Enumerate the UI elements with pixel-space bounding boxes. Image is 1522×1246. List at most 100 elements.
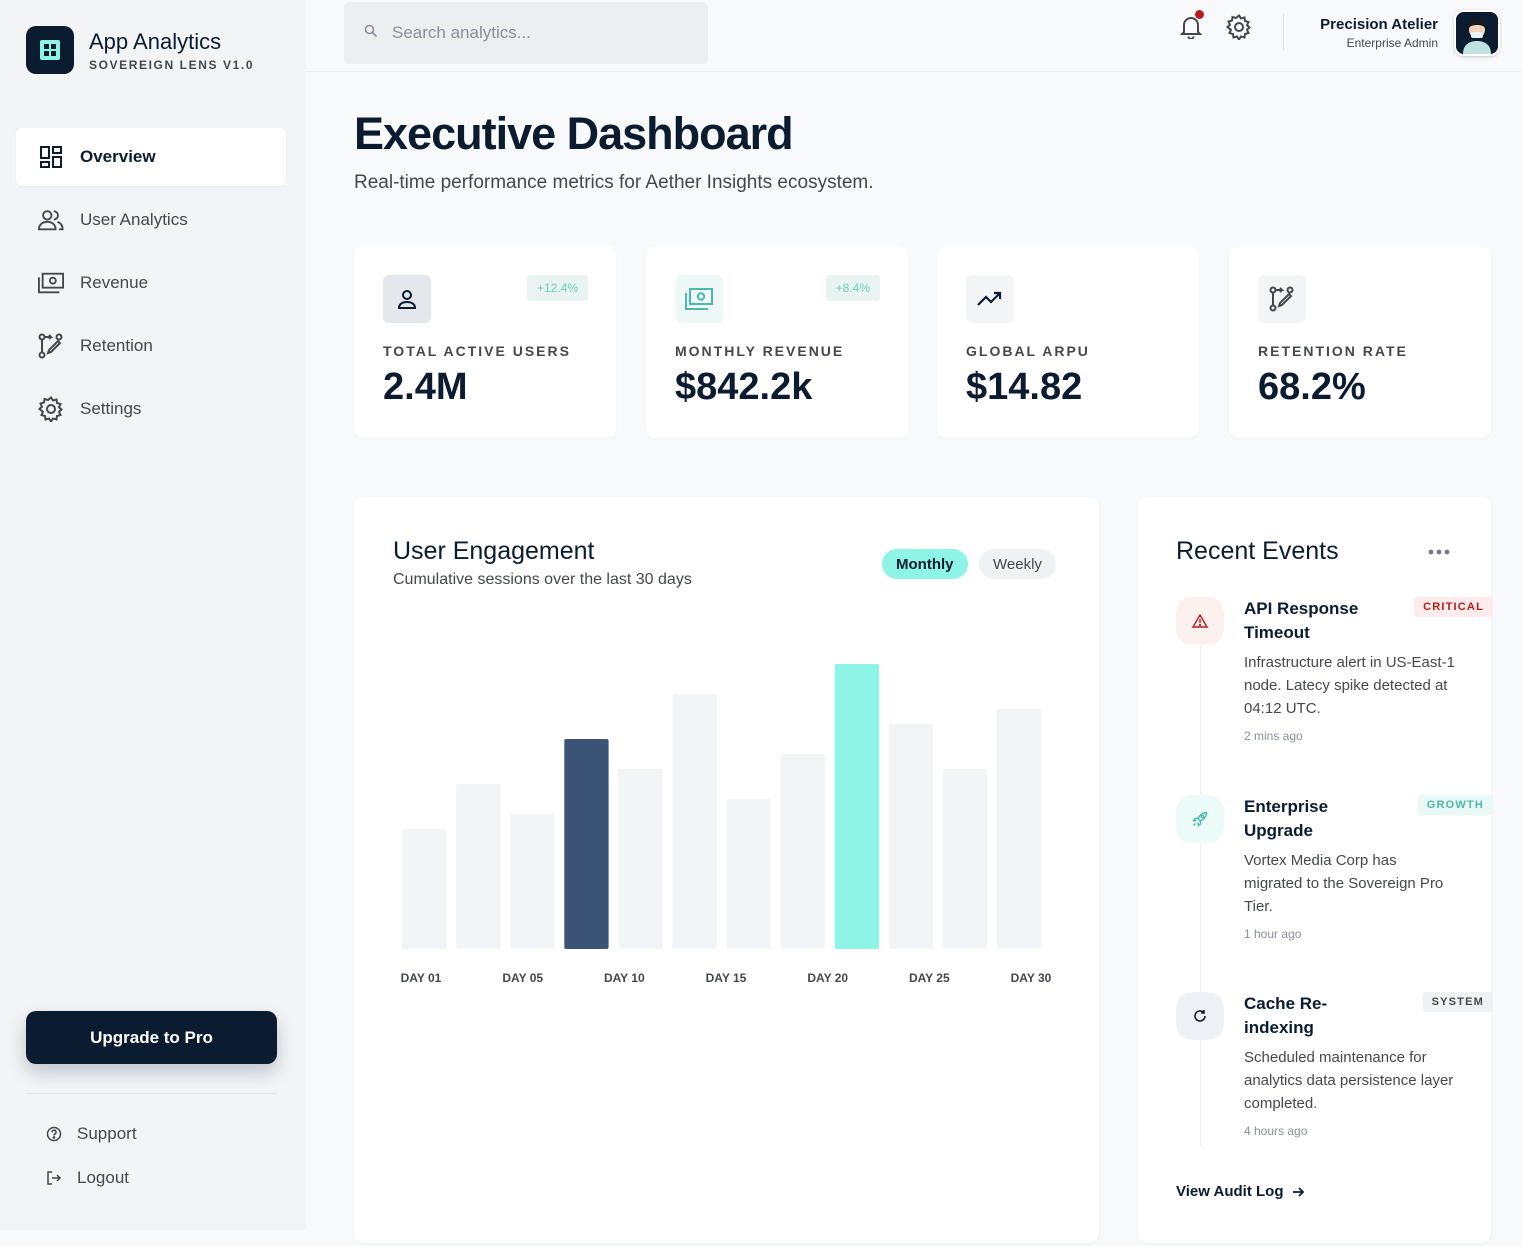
- kpi-value: $842.2k: [675, 366, 813, 408]
- dashboard-icon: [38, 144, 64, 170]
- user-name: Precision Atelier: [1320, 16, 1438, 33]
- route-icon: [38, 333, 64, 359]
- kpi-card-active-users[interactable]: +12.4% TOTAL ACTIVE USERS 2.4M: [354, 246, 616, 438]
- chart-bar[interactable]: [726, 799, 771, 949]
- kpi-card-global-arpu[interactable]: GLOBAL ARPU $14.82: [937, 246, 1199, 438]
- brand-subtitle: SOVEREIGN LENS V1.0: [89, 58, 255, 72]
- support-link[interactable]: Support: [46, 1124, 137, 1144]
- chart-title: User Engagement: [393, 537, 595, 565]
- sidebar-item-user-analytics[interactable]: User Analytics: [16, 191, 286, 249]
- kpi-value: 2.4M: [383, 366, 468, 408]
- user-engagement-card: User Engagement Cumulative sessions over…: [354, 497, 1099, 1243]
- sidebar-divider: [26, 1093, 277, 1094]
- warning-icon: [1176, 597, 1224, 645]
- x-tick-label: DAY 05: [502, 971, 543, 985]
- chart-bar[interactable]: [888, 724, 934, 949]
- search-bar[interactable]: [344, 2, 708, 64]
- more-horizontal-icon: [1428, 542, 1450, 560]
- user-role: Enterprise Admin: [1346, 36, 1438, 50]
- x-tick-label: DAY 01: [401, 971, 442, 985]
- event-title: API Response Timeout: [1244, 599, 1359, 642]
- kpi-change-badge: +12.4%: [526, 275, 588, 301]
- chart-bar[interactable]: [618, 769, 663, 949]
- user-info[interactable]: Precision Atelier Enterprise Admin: [1320, 16, 1438, 50]
- kpi-card-retention-rate[interactable]: RETENTION RATE 68.2%: [1229, 246, 1491, 438]
- kpi-value: $14.82: [966, 366, 1083, 408]
- sidebar-item-label: User Analytics: [80, 210, 188, 229]
- search-icon: [364, 24, 378, 43]
- users-icon: [38, 207, 64, 233]
- chart-bar[interactable]: [942, 769, 988, 949]
- page-title: Executive Dashboard: [354, 108, 794, 159]
- chart-bar[interactable]: [996, 709, 1042, 949]
- notifications-button[interactable]: [1177, 10, 1205, 44]
- chart-subtitle: Cumulative sessions over the last 30 day…: [393, 571, 692, 588]
- upgrade-to-pro-button[interactable]: Upgrade to Pro: [26, 1011, 277, 1064]
- kpi-card-monthly-revenue[interactable]: +8.4% MONTHLY REVENUE $842.2k: [646, 246, 908, 438]
- event-tag: GROWTH: [1417, 795, 1493, 815]
- trend-up-icon: [966, 275, 1014, 323]
- chart-bar[interactable]: [834, 664, 879, 949]
- x-tick-label: DAY 10: [604, 971, 645, 985]
- bell-icon: [1179, 15, 1203, 44]
- refresh-icon: [1176, 992, 1224, 1040]
- event-time: 2 mins ago: [1244, 729, 1303, 743]
- arrow-right-icon: [1292, 1186, 1305, 1198]
- timeline-line: [1200, 627, 1201, 1147]
- logout-label: Logout: [77, 1168, 129, 1187]
- sidebar-item-overview[interactable]: Overview: [16, 128, 286, 186]
- events-title: Recent Events: [1176, 537, 1339, 565]
- kpi-change-badge: +8.4%: [825, 275, 880, 301]
- x-tick-label: DAY 20: [807, 971, 848, 985]
- event-time: 4 hours ago: [1244, 1124, 1308, 1138]
- logout-link[interactable]: Logout: [46, 1168, 129, 1188]
- chart-bar[interactable]: [402, 829, 447, 949]
- brand-title: App Analytics: [89, 29, 222, 54]
- engagement-bar-chart: DAY 01 DAY 05 DAY 10 DAY 15 DAY 20 DAY 25 DAY …: [401, 664, 1052, 985]
- sidebar-item-label: Retention: [80, 336, 153, 355]
- gear-icon: [1225, 13, 1252, 45]
- event-title: Enterprise Upgrade: [1244, 797, 1329, 840]
- sidebar-item-label: Revenue: [80, 273, 149, 292]
- avatar[interactable]: [1454, 10, 1500, 56]
- gear-icon: [38, 396, 64, 422]
- audit-link-label: View Audit Log: [1176, 1183, 1284, 1200]
- event-time: 1 hour ago: [1244, 927, 1302, 941]
- search-input[interactable]: [392, 23, 692, 43]
- brand[interactable]: App Analytics SOVEREIGN LENS V1.0: [26, 26, 254, 74]
- toggle-monthly[interactable]: Monthly: [882, 549, 968, 579]
- person-icon: [383, 275, 431, 323]
- event-tag: SYSTEM: [1422, 992, 1493, 1012]
- kpi-label: RETENTION RATE: [1258, 343, 1408, 359]
- page-subtitle: Real-time performance metrics for Aether…: [354, 172, 874, 193]
- chart-bar[interactable]: [510, 814, 555, 949]
- event-description: Infrastructure alert in US-East-1 node. …: [1244, 654, 1455, 717]
- route-icon: [1258, 275, 1306, 323]
- kpi-value: 68.2%: [1258, 366, 1366, 408]
- kpi-label: MONTHLY REVENUE: [675, 343, 845, 359]
- sidebar-nav: Overview User Analytics Revenue: [16, 128, 286, 443]
- kpi-label: TOTAL ACTIVE USERS: [383, 343, 571, 359]
- x-tick-label: DAY 25: [909, 971, 950, 985]
- rocket-icon: [1176, 795, 1224, 843]
- x-tick-label: DAY 15: [706, 971, 747, 985]
- sidebar-item-revenue[interactable]: Revenue: [16, 254, 286, 312]
- sidebar-item-settings[interactable]: Settings: [16, 380, 286, 438]
- more-options-button[interactable]: [1427, 541, 1451, 561]
- top-header: Precision Atelier Enterprise Admin: [306, 0, 1522, 72]
- toggle-weekly[interactable]: Weekly: [979, 549, 1056, 579]
- chart-bar[interactable]: [672, 694, 717, 949]
- chart-bar[interactable]: [564, 739, 609, 949]
- event-title: Cache Re-indexing: [1244, 994, 1328, 1037]
- chart-bar[interactable]: [456, 784, 501, 949]
- chart-bar[interactable]: [780, 754, 825, 949]
- x-tick-label: DAY 30: [1011, 971, 1052, 985]
- logout-icon: [46, 1170, 62, 1186]
- support-label: Support: [77, 1124, 137, 1143]
- help-circle-icon: [46, 1126, 62, 1142]
- view-audit-log-link[interactable]: View Audit Log: [1176, 1183, 1305, 1200]
- kpi-label: GLOBAL ARPU: [966, 343, 1090, 359]
- money-icon: [675, 275, 723, 323]
- settings-button[interactable]: [1225, 13, 1253, 45]
- sidebar-item-retention[interactable]: Retention: [16, 317, 286, 375]
